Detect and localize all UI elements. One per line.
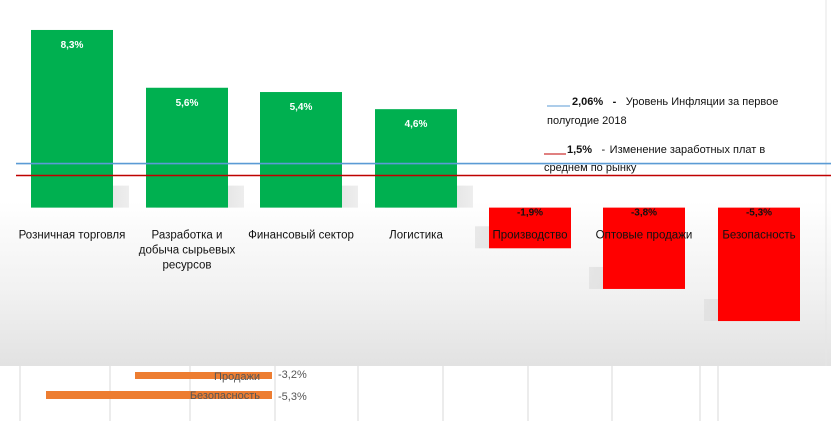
bar bbox=[375, 109, 457, 208]
data-label: -1,9% bbox=[517, 208, 543, 219]
bar bbox=[260, 92, 342, 208]
data-labels: 8,3% 5,6% 5,4% 4,6% -1,9% -3,8% -5,3% bbox=[61, 40, 773, 219]
background-chart: Продажи Безопасность -3,2% -5,3% bbox=[19, 366, 719, 421]
bg-bar bbox=[46, 391, 272, 399]
legend-inflation-entry: 2,06% - Уровень Инфляции за первое bbox=[572, 92, 778, 109]
legend-wage-entry: 1,5% - Изменение заработных плат в bbox=[567, 140, 765, 157]
bg-label: Безопасность bbox=[190, 390, 260, 402]
data-label: 8,3% bbox=[61, 40, 84, 51]
bg-value-label: -5,3% bbox=[278, 391, 307, 403]
category-label: Финансовый сектор bbox=[248, 230, 354, 242]
data-label: 5,4% bbox=[290, 102, 313, 113]
category-label: добыча сырьевых bbox=[139, 245, 236, 257]
data-label: -3,8% bbox=[631, 208, 657, 219]
category-label: Розничная торговля bbox=[19, 230, 126, 242]
legend-wage-value: 1,5% bbox=[567, 144, 592, 156]
category-labels: Розничная торговля Разработка и добыча сыр… bbox=[19, 230, 796, 272]
bar bbox=[489, 207, 571, 249]
legend-inflation-text-2: полугодие 2018 bbox=[547, 115, 627, 127]
bg-label: Продажи bbox=[214, 371, 260, 383]
category-label: Безопасность bbox=[722, 230, 795, 242]
bars bbox=[31, 29, 800, 322]
bar bbox=[31, 29, 113, 208]
category-label: Разработка и bbox=[152, 230, 223, 242]
bg-bar bbox=[135, 372, 272, 379]
bg-value-label: -3,2% bbox=[278, 369, 307, 381]
data-label: -5,3% bbox=[746, 208, 772, 219]
legend: 2,06% - Уровень Инфляции за первое полуг… bbox=[544, 92, 778, 174]
category-label: Логистика bbox=[389, 230, 443, 242]
category-label: ресурсов bbox=[163, 260, 212, 272]
legend-inflation-text: Уровень Инфляции за первое bbox=[626, 96, 779, 108]
reference-lines bbox=[16, 162, 831, 177]
category-label: Оптовые продажи bbox=[596, 230, 693, 242]
data-label: 4,6% bbox=[405, 119, 428, 130]
data-label: 5,6% bbox=[176, 98, 199, 109]
bar bbox=[146, 87, 228, 208]
legend-wage-text: Изменение заработных плат в bbox=[610, 144, 766, 156]
legend-wage-dash: - bbox=[602, 144, 606, 156]
legend-inflation-value: 2,06% bbox=[572, 96, 603, 108]
category-label: Производство bbox=[493, 230, 568, 242]
bar bbox=[603, 207, 685, 289]
bar bbox=[718, 207, 800, 322]
legend-wage-text-2: среднем по рынку bbox=[544, 162, 637, 174]
legend-inflation-dash: - bbox=[613, 96, 617, 108]
